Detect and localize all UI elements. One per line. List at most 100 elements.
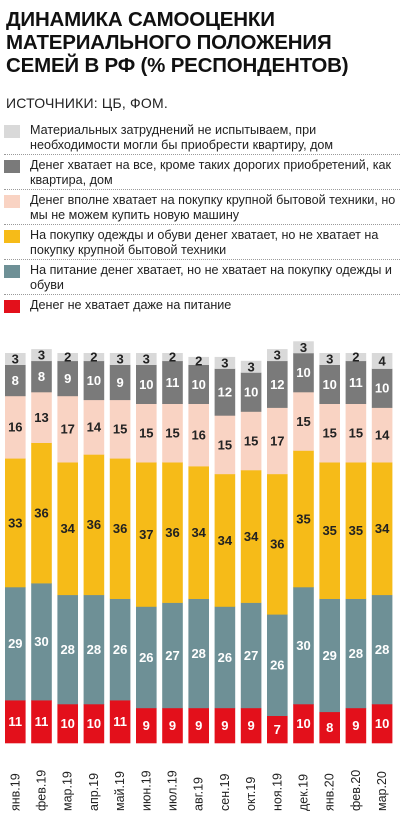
data-label: 14 [87,420,102,435]
bar-segment [31,442,52,584]
data-label: 2 [90,350,97,365]
data-label: 10 [375,716,389,731]
data-label: 9 [64,371,71,386]
data-label: 15 [244,433,258,448]
data-label: 15 [218,437,232,452]
data-label: 9 [195,718,202,733]
data-label: 26 [113,642,127,657]
bar-segment [188,403,209,467]
bar-segment [57,353,78,362]
bar-segment [240,411,262,471]
bar-segment [240,470,262,603]
data-label: 3 [143,351,150,366]
category-tick-label: фев.20 [349,770,363,811]
legend-label: Денег не хватает даже на питание [30,298,232,312]
bar-segment [136,364,157,404]
data-label: 2 [352,350,359,365]
bar-segment [83,353,105,362]
legend-swatch [4,195,20,208]
category-tick-label: окт.19 [244,777,258,811]
bar-segment [57,594,78,705]
data-label: 34 [191,525,206,540]
data-label: 33 [8,515,22,530]
bar-segment [345,353,367,362]
data-label: 26 [270,658,284,673]
bar-segment [188,707,209,744]
bar-segment [319,403,340,463]
data-label: 28 [375,642,389,657]
bar-segment [31,360,52,393]
bar-segment [57,704,78,744]
bar-segment [345,462,367,599]
data-label: 3 [300,340,307,355]
bar-segment [5,353,26,365]
bar-segment [319,462,340,599]
chart-legend: Материальных затруднений не испытываем, … [4,120,400,315]
bar-segment [371,368,393,408]
bar-segment [345,598,367,709]
bar-segment [136,353,157,365]
bar-segment [319,353,340,365]
bar-segment [214,606,236,709]
data-label: 36 [87,517,101,532]
category-tick-label: июн.19 [139,770,153,811]
bar-segment [214,707,236,744]
bar-segment [5,458,26,588]
bar-segment [371,704,393,744]
bar-segment [240,360,262,373]
data-label: 10 [60,716,74,731]
legend-item-enough-except-housing: Денег хватает на все, кроме таких дороги… [4,155,400,190]
data-label: 3 [247,359,254,374]
data-label: 11 [166,375,180,390]
bar-segment [188,356,209,365]
data-label: 3 [221,355,228,370]
chart-source: ИСТОЧНИКИ: ЦБ, ФОМ. [6,95,168,111]
bar-segment [31,349,52,362]
data-label: 34 [60,521,75,536]
data-label: 36 [165,525,179,540]
bar-segment [136,462,157,607]
data-label: 15 [322,426,336,441]
data-label: 2 [195,353,202,368]
bar-segment [5,587,26,701]
bar-segment [293,450,314,588]
data-label: 10 [139,377,153,392]
bar-segment [109,353,131,365]
legend-item-not-enough-for-food: Денег не хватает даже на питание [4,295,400,315]
data-label: 15 [113,422,127,437]
legend-label: На питание денег хватает, но не хватает … [30,263,392,292]
legend-item-enough-for-food: На питание денег хватает, но не хватает … [4,260,400,295]
data-label: 35 [349,523,363,538]
data-label: 2 [169,350,176,365]
bar-segment [371,407,393,463]
data-label: 11 [113,714,127,729]
category-tick-label: сен.19 [218,773,232,811]
data-label: 30 [296,638,310,653]
legend-label: Материальных затруднений не испытываем, … [30,123,334,152]
data-label: 11 [8,714,22,729]
bar-segment [136,403,157,463]
data-label: 16 [191,428,205,443]
bar-segment [109,364,131,401]
bar-segment [267,407,288,475]
bar-segment [31,700,52,744]
bar-segment [293,704,314,744]
data-label: 8 [38,369,45,384]
bar-segment [214,473,236,607]
data-label: 36 [270,537,284,552]
category-tick-label: июл.19 [166,770,180,811]
bar-segment [267,349,288,362]
bar-segment [371,353,393,369]
category-tick-label: мар.19 [61,771,75,811]
bar-segment [162,403,183,463]
data-label: 10 [322,377,336,392]
bar-segment [293,392,314,451]
data-label: 12 [218,385,232,400]
data-label: 2 [64,350,71,365]
data-label: 10 [375,381,389,396]
bar-segment [319,364,340,404]
bar-segment [109,399,131,459]
bar-segment [371,594,393,705]
category-tick-label: мар.20 [375,771,389,811]
data-label: 9 [143,718,150,733]
